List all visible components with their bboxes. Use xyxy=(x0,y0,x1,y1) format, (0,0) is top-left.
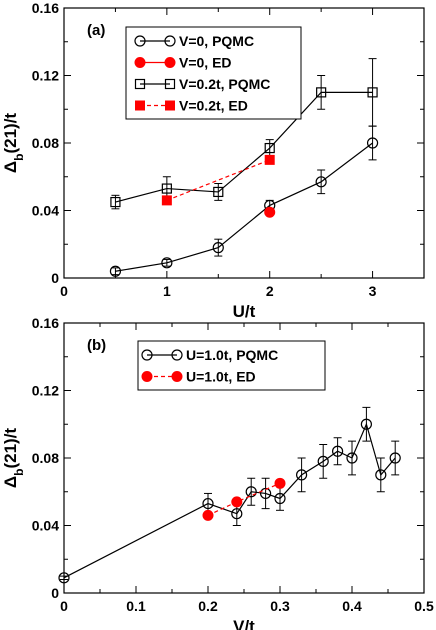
x-tick-label: 1 xyxy=(163,283,171,299)
legend-label: V=0.2t, ED xyxy=(179,98,248,114)
x-tick-label: 0.5 xyxy=(414,598,434,614)
series-1 xyxy=(264,206,276,218)
data-point xyxy=(212,242,224,254)
data-point xyxy=(274,477,286,489)
legend-marker xyxy=(134,78,146,90)
y-tick-label: 0 xyxy=(51,270,59,286)
series-2 xyxy=(110,58,378,210)
data-point xyxy=(389,452,401,464)
y-axis-title-main: Δ xyxy=(1,476,20,488)
y-tick-label: 0.16 xyxy=(32,315,59,331)
data-point xyxy=(367,87,378,98)
data-point xyxy=(213,186,224,198)
panel-label: (b) xyxy=(87,337,106,354)
x-tick-label: 0.1 xyxy=(126,598,146,614)
y-tick-label: 0.08 xyxy=(32,450,59,466)
y-axis-title-rest: (21)/t xyxy=(1,428,20,469)
y-axis-title-main: Δ xyxy=(1,161,20,173)
legend-marker xyxy=(134,57,146,68)
data-point xyxy=(202,497,214,510)
legend-label: V=0, PQMC xyxy=(179,33,254,49)
x-tick-label: 0.3 xyxy=(270,598,290,614)
x-axis-title: U/t xyxy=(233,302,256,321)
y-axis-title-subscript: b xyxy=(12,154,26,161)
data-point xyxy=(202,509,214,521)
legend-marker xyxy=(134,35,146,47)
data-point xyxy=(346,452,358,464)
series-line xyxy=(115,142,373,272)
data-point xyxy=(375,469,387,481)
x-tick-label: 2 xyxy=(266,283,274,299)
series-line xyxy=(63,422,396,579)
data-point xyxy=(231,496,243,508)
data-point xyxy=(58,572,70,584)
legend-marker xyxy=(141,349,153,361)
series-0 xyxy=(109,125,379,277)
data-point xyxy=(161,183,172,194)
series-3 xyxy=(161,154,275,206)
data-point xyxy=(274,492,286,505)
legend-marker xyxy=(171,371,183,382)
data-point xyxy=(296,469,308,481)
panel-label: (a) xyxy=(87,22,105,39)
legend-label: V=0, ED xyxy=(179,55,232,71)
data-point xyxy=(317,455,329,467)
data-point xyxy=(260,487,272,500)
legend-box xyxy=(125,26,302,120)
legend-label: U=1.0t, ED xyxy=(186,369,256,385)
y-axis-title: Δb(21)/t xyxy=(1,428,26,489)
series-1 xyxy=(202,477,286,521)
y-tick-label: 0.04 xyxy=(32,203,59,219)
y-axis-title: Δb(21)/t xyxy=(1,113,26,174)
x-tick-label: 3 xyxy=(369,283,377,299)
data-point xyxy=(264,142,275,154)
legend-marker xyxy=(164,57,176,68)
legend: U=1.0t, PQMC U=1.0t, ED xyxy=(137,340,326,391)
series-line xyxy=(115,91,373,203)
data-point xyxy=(366,137,379,149)
data-point xyxy=(316,87,327,98)
y-axis-title-rest: (21)/t xyxy=(1,113,20,154)
data-point xyxy=(110,196,121,208)
data-point xyxy=(231,508,243,520)
series-line xyxy=(207,482,281,516)
panel-a: 0 1 2 3 0 0.04 0.08 0.12 0.16 U/t Δb(21)/t (a) V=0, … xyxy=(1,0,425,321)
data-point xyxy=(161,195,172,206)
y-tick-label: 0.16 xyxy=(32,0,59,16)
legend-marker xyxy=(171,349,183,361)
y-tick-label: 0.08 xyxy=(32,135,59,151)
x-tick-label: 0 xyxy=(60,283,68,299)
x-tick-label: 0 xyxy=(60,598,68,614)
data-point xyxy=(264,206,276,218)
x-axis-title: V/t xyxy=(233,617,255,630)
legend-label: V=0.2t, PQMC xyxy=(179,76,270,92)
series-line xyxy=(166,159,270,201)
x-tick-label: 0.4 xyxy=(342,598,362,614)
legend-marker xyxy=(164,35,176,47)
data-point xyxy=(315,176,327,188)
data-point xyxy=(245,486,257,498)
y-tick-label: 0.12 xyxy=(32,68,59,84)
panel-b: 0 0.1 0.2 0.3 0.4 0.5 0 0.04 0.08 0.12 0.16 V/t Δb(2… xyxy=(1,315,434,630)
y-tick-label: 0 xyxy=(51,585,59,601)
y-tick-label: 0.12 xyxy=(32,383,59,399)
data-point xyxy=(161,257,173,269)
legend-marker xyxy=(141,371,153,382)
x-tick-label: 0.2 xyxy=(198,598,218,614)
data-point xyxy=(264,154,275,165)
legend-label: U=1.0t, PQMC xyxy=(186,347,278,363)
legend-marker xyxy=(164,78,176,90)
data-point xyxy=(332,445,344,457)
legend: V=0, PQMC V=0, ED V=0.2t, PQMC V=0.2t, ED xyxy=(125,26,302,120)
legend-marker xyxy=(165,100,175,111)
y-axis-title-subscript: b xyxy=(12,469,26,476)
y-tick-label: 0.04 xyxy=(32,518,59,534)
series-0 xyxy=(58,406,401,584)
data-point xyxy=(360,418,372,430)
data-point xyxy=(109,265,122,277)
legend-box xyxy=(137,340,326,391)
legend-marker xyxy=(135,100,145,111)
